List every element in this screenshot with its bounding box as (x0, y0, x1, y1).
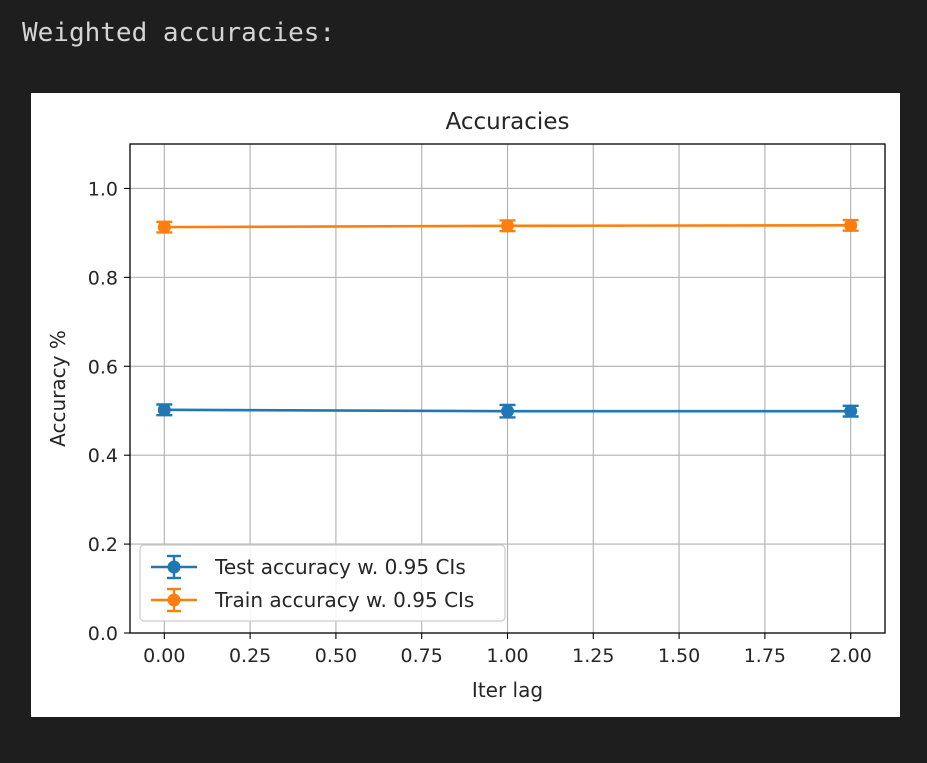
legend-label: Train accuracy w. 0.95 CIs (214, 588, 474, 612)
x-tick-label: 1.50 (658, 645, 700, 667)
legend-marker (167, 560, 181, 574)
legend-box (139, 544, 506, 622)
data-point (501, 219, 514, 233)
legend-marker (167, 593, 181, 607)
series-test-accuracy (156, 403, 859, 419)
accuracy-chart: 0.00 0.25 0.50 0.75 1.00 1.25 1.50 1.75 2.00 0.0 0… (46, 109, 886, 702)
chart-legend: Test accuracy w. 0.95 CIs Train accuracy … (139, 544, 506, 622)
x-tick-label: 0.25 (229, 645, 271, 667)
x-tick-label: 1.75 (744, 645, 786, 667)
data-point (844, 218, 858, 232)
x-tick-label: 0.50 (315, 645, 357, 667)
chart-title: Accuracies (446, 109, 570, 135)
x-tick-label: 0.00 (143, 645, 185, 667)
legend-entry: Test accuracy w. 0.95 CIs (151, 554, 466, 580)
y-tick-label: 0.2 (88, 534, 118, 556)
legend-label: Test accuracy w. 0.95 CIs (214, 555, 466, 579)
series-train-accuracy (156, 218, 859, 234)
y-tick-label: 0.0 (88, 623, 118, 645)
y-tick-label: 0.4 (88, 445, 118, 467)
x-axis-label: Iter lag (472, 678, 543, 702)
legend-entry: Train accuracy w. 0.95 CIs (151, 587, 474, 613)
data-point (844, 404, 858, 418)
cell-output-text: Weighted accuracies: (22, 18, 336, 48)
y-tick-label: 0.6 (88, 356, 118, 378)
y-axis-label: Accuracy % (46, 330, 70, 447)
chart-figure: 0.00 0.25 0.50 0.75 1.00 1.25 1.50 1.75 2.00 0.0 0… (31, 93, 900, 717)
series-layer (156, 218, 859, 419)
y-tick-label: 1.0 (88, 178, 118, 200)
y-tick-label: 0.8 (88, 267, 118, 289)
x-tick-label: 1.25 (572, 645, 614, 667)
data-point (501, 404, 514, 418)
data-point (157, 220, 171, 234)
x-tick-label: 2.00 (830, 645, 872, 667)
x-tick-label: 1.00 (486, 645, 528, 667)
ticks-layer: 0.00 0.25 0.50 0.75 1.00 1.25 1.50 1.75 2.00 0.0 0… (88, 178, 872, 667)
x-tick-label: 0.75 (401, 645, 443, 667)
data-point (157, 403, 171, 417)
